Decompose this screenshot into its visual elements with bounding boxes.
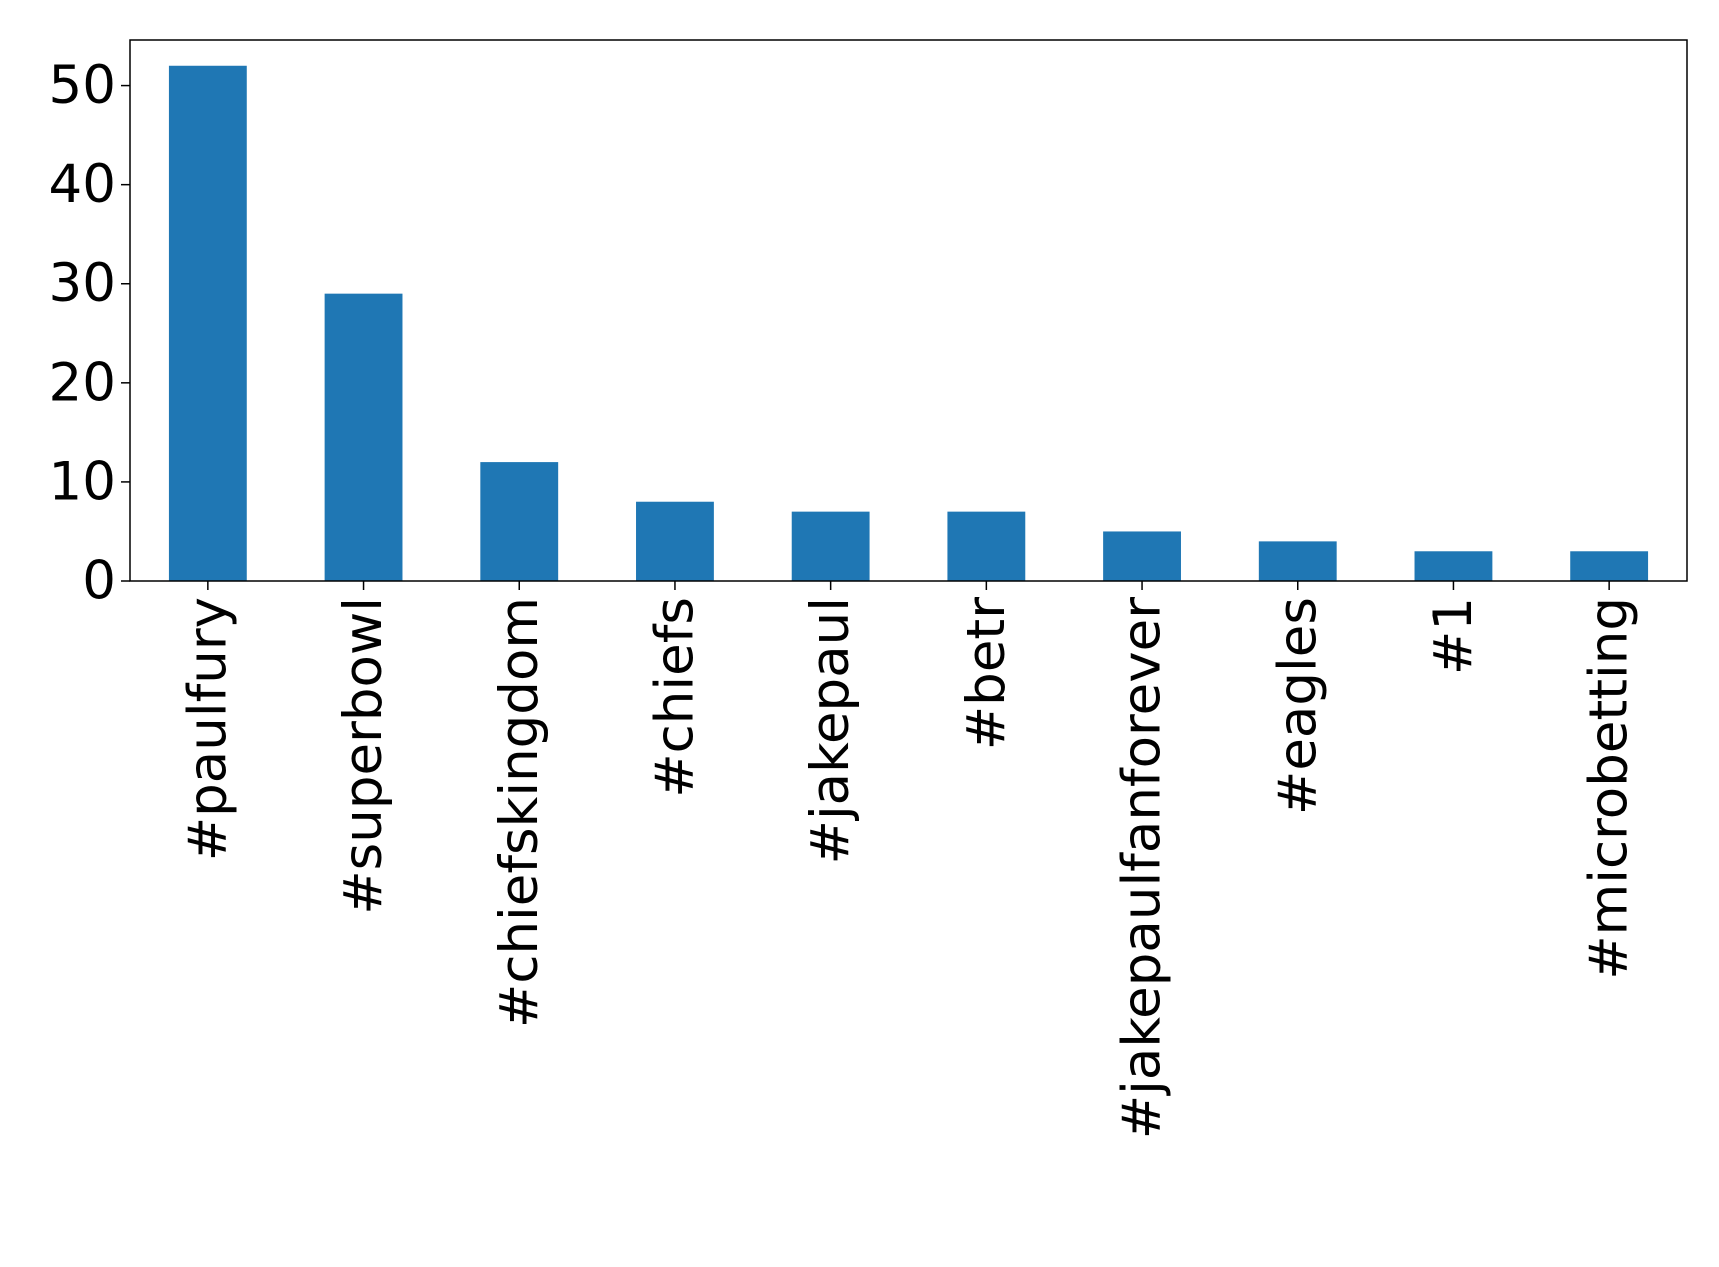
bar — [480, 462, 559, 581]
bar — [636, 501, 714, 581]
bar — [1414, 551, 1493, 581]
bar — [1258, 541, 1337, 581]
y-tick-label: 40 — [49, 154, 116, 215]
y-tick-label: 50 — [49, 55, 116, 116]
y-tick-label: 0 — [82, 551, 116, 612]
x-tick-label: #betr — [956, 597, 1017, 750]
y-tick-label: 20 — [49, 352, 116, 413]
x-tick-label: #paulfury — [177, 597, 238, 861]
bar — [947, 511, 1026, 581]
x-tick-label: #microbetting — [1579, 597, 1640, 980]
plot-frame — [129, 39, 1688, 582]
bar — [791, 511, 870, 581]
x-tick-label: #chiefskingdom — [489, 597, 550, 1028]
bar — [1103, 531, 1181, 581]
bar — [168, 65, 247, 581]
x-tick-label: #superbowl — [333, 597, 394, 915]
x-tick-label: #1 — [1423, 597, 1484, 675]
y-tick-label: 10 — [49, 451, 116, 512]
x-tick-label: #eagles — [1267, 597, 1328, 815]
bar — [324, 293, 403, 581]
x-tick-label: #jakepaul — [800, 597, 861, 864]
x-tick-label: #jakepaulfanforever — [1112, 597, 1173, 1139]
x-tick-label: #chiefs — [644, 597, 705, 798]
y-tick-label: 30 — [49, 253, 116, 314]
bar — [1570, 551, 1649, 581]
